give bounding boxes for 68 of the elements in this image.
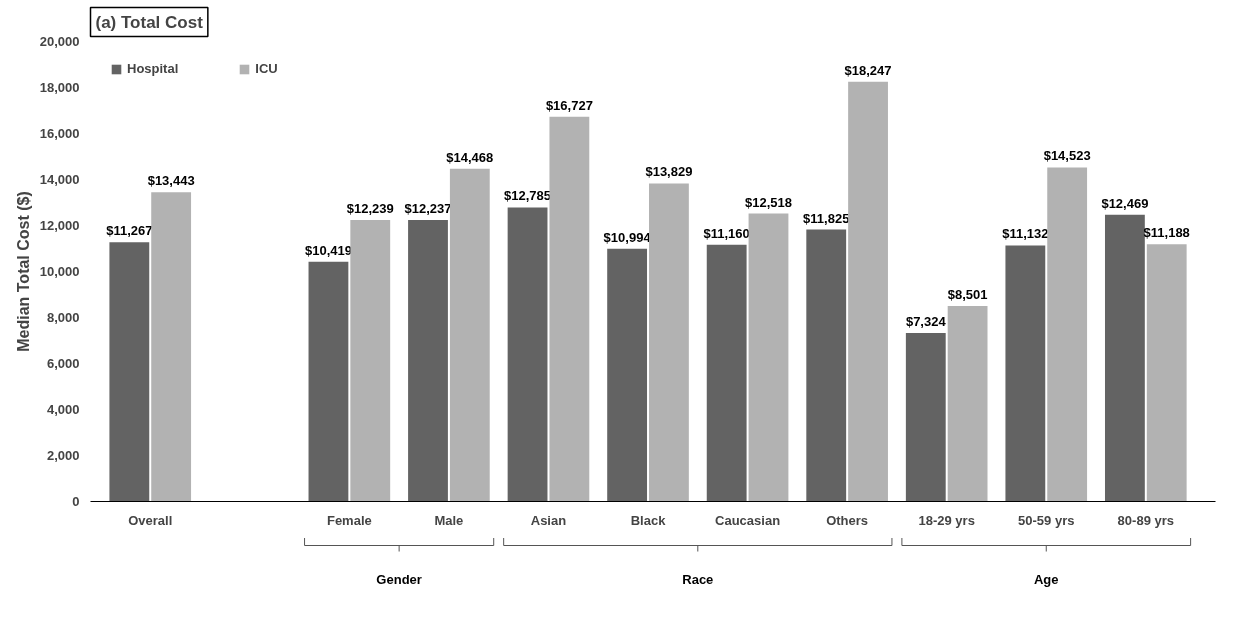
y-tick-label: 20,000 [39,34,80,49]
bar [449,168,490,502]
x-tick-label: 18-29 yrs [918,512,975,528]
x-tick-label: Black [630,512,667,528]
bar [1005,245,1046,502]
legend-label: Hospital [127,61,179,76]
text: Age [1033,571,1059,587]
data-label: $16,727 [545,97,593,113]
bar [706,244,747,502]
data-label: $13,443 [147,173,195,189]
bar [607,248,648,502]
y-tick-label: 4,000 [46,402,80,417]
chart-title: (a) Total Cost [95,12,204,32]
bar [308,261,349,502]
data-label: $14,468 [446,149,494,165]
bar [649,183,689,502]
bar [549,116,590,502]
y-tick-label: 6,000 [46,356,80,371]
y-axis-title: Median Total Cost ($) [14,191,32,352]
bar [1104,214,1145,502]
y-tick-label: 12,000 [39,218,80,233]
data-label: $11,825 [803,210,850,226]
bar [1047,167,1088,502]
data-label: $12,237 [404,201,452,217]
y-tick-label: 18,000 [39,80,80,95]
x-tick-label: 50-59 yrs [1018,512,1075,528]
bar [109,242,150,502]
bar [806,229,847,502]
data-label: $11,267 [106,223,153,239]
bar [151,192,192,502]
data-label: $11,132 [1002,226,1049,242]
x-tick-label: Male [434,512,464,528]
bar [947,305,988,502]
bar [507,207,548,502]
x-tick-label: Others [826,512,869,528]
y-tick-label: 16,000 [39,126,80,141]
data-label: $18,247 [844,62,892,78]
legend-label: ICU [255,61,278,76]
data-label: $10,994 [603,229,652,245]
y-tick-label: 10,000 [39,264,80,279]
data-label: $12,469 [1101,195,1149,211]
data-label: $12,785 [504,188,552,204]
x-tick-label: 80-89 yrs [1117,512,1175,528]
bar [408,220,448,502]
x-tick-label: Caucasian [715,512,781,528]
data-label: $14,523 [1043,148,1091,164]
data-label: $8,501 [947,286,988,302]
data-label: $10,419 [304,242,352,258]
data-label: $7,324 [905,314,947,330]
text: Gender [376,571,422,587]
bar [748,213,789,502]
y-tick-label: 0 [72,494,80,509]
data-label: $12,239 [346,201,394,216]
y-tick-label: 8,000 [46,310,80,325]
bar [848,81,888,502]
data-label: $11,160 [703,225,750,241]
text: Race [682,571,714,587]
bar [1146,244,1187,502]
data-label: $13,829 [645,164,693,180]
bar [350,220,391,502]
data-label: $12,518 [744,194,792,210]
x-tick-label: Female [326,512,372,528]
data-label: $11,188 [1143,225,1190,241]
bar [905,333,946,502]
x-tick-label: Asian [530,512,567,528]
y-tick-label: 14,000 [39,172,80,187]
y-tick-label: 2,000 [46,448,80,463]
x-tick-label: Overall [128,512,173,528]
